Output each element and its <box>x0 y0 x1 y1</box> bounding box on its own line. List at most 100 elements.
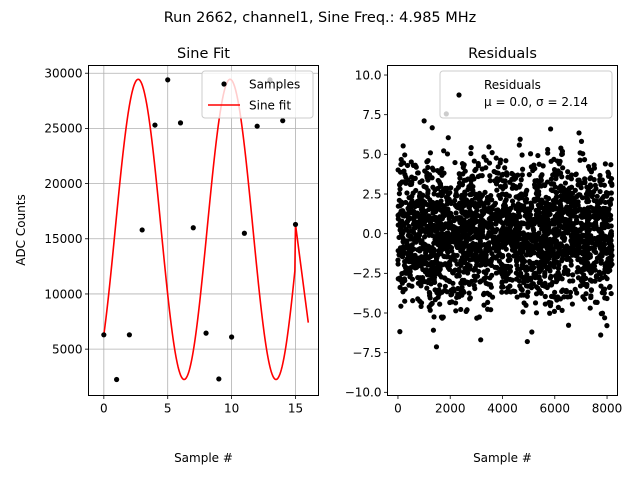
residual-point <box>577 256 583 262</box>
residual-point <box>558 145 564 151</box>
residual-point <box>580 275 586 281</box>
residual-point <box>585 163 592 170</box>
residual-point <box>531 216 537 222</box>
residual-point <box>576 248 583 254</box>
residual-point <box>550 197 556 204</box>
sample-point <box>216 376 222 382</box>
residual-point <box>402 258 408 265</box>
residual-point <box>547 303 554 309</box>
residual-point <box>493 207 500 213</box>
residual-point <box>424 159 430 165</box>
residual-point <box>554 241 560 247</box>
residual-point <box>478 278 484 284</box>
residual-point <box>481 269 487 275</box>
residual-point <box>547 268 553 274</box>
residual-point <box>465 243 471 250</box>
residual-point <box>402 152 408 158</box>
residual-point <box>607 245 613 251</box>
residual-point <box>464 263 471 269</box>
sample-point <box>254 123 260 129</box>
residual-point <box>406 217 412 223</box>
sine-fit-title: Sine Fit <box>177 46 230 62</box>
sample-point <box>203 330 209 336</box>
residual-point <box>597 188 603 195</box>
residual-point <box>525 214 531 220</box>
x-tick-label: 15 <box>288 402 303 416</box>
residual-point <box>486 229 492 236</box>
residual-point <box>536 189 542 195</box>
residual-point <box>574 194 580 200</box>
residual-point <box>509 277 515 283</box>
residual-point <box>492 236 498 242</box>
residual-point <box>479 227 485 233</box>
residual-point <box>471 246 477 252</box>
y-tick-label: 15000 <box>44 232 82 246</box>
residual-point <box>404 245 410 251</box>
residual-point <box>409 276 416 282</box>
sample-point <box>177 120 184 126</box>
residual-point <box>515 243 522 249</box>
residual-point <box>496 258 503 264</box>
residual-point <box>442 283 448 289</box>
residual-point <box>425 164 431 171</box>
residual-point <box>598 332 604 338</box>
residual-point <box>417 179 423 185</box>
residual-point <box>395 257 401 263</box>
residual-point <box>559 174 565 180</box>
residual-point <box>513 276 520 282</box>
residual-point <box>548 282 555 288</box>
residual-point <box>503 274 509 280</box>
residual-point <box>400 143 406 149</box>
residual-point <box>470 240 476 247</box>
residual-point <box>512 184 519 190</box>
residual-point <box>415 219 421 225</box>
residual-point <box>513 235 520 241</box>
residual-point <box>427 307 433 313</box>
residual-point <box>428 301 434 308</box>
residual-point <box>491 244 497 251</box>
residual-point <box>587 277 593 283</box>
residual-point <box>453 300 459 306</box>
residual-point <box>408 159 414 165</box>
residual-point <box>435 201 441 207</box>
residual-point <box>411 264 417 270</box>
residual-point <box>554 211 561 218</box>
residual-point <box>488 307 494 313</box>
residual-point <box>605 173 612 179</box>
residual-point <box>556 247 562 253</box>
residual-point <box>604 276 610 282</box>
x-tick-label: 10 <box>224 402 239 416</box>
residual-point <box>567 289 574 295</box>
residual-point <box>504 238 510 245</box>
residual-point <box>482 189 488 195</box>
legend-samples-marker <box>221 81 227 87</box>
residual-point <box>550 247 556 254</box>
residual-point <box>528 233 535 240</box>
residual-point <box>573 226 579 232</box>
residual-point <box>421 234 428 240</box>
residual-point <box>565 169 571 175</box>
residual-point <box>517 136 523 142</box>
residual-point <box>595 212 601 218</box>
residual-point <box>447 199 453 205</box>
residual-point <box>488 284 494 290</box>
x-tick-label: 6000 <box>539 402 570 416</box>
residual-point <box>514 294 520 300</box>
residual-point <box>444 207 450 213</box>
residual-point <box>454 216 460 222</box>
residual-point <box>511 231 517 237</box>
residual-point <box>484 197 490 203</box>
residual-point <box>500 244 506 250</box>
residual-point <box>564 243 570 249</box>
residual-point <box>492 229 498 235</box>
residual-point <box>495 164 501 170</box>
figure-suptitle: Run 2662, channel1, Sine Freq.: 4.985 MH… <box>164 10 477 26</box>
residual-point <box>562 264 568 270</box>
residual-point <box>568 176 575 182</box>
residual-point <box>591 162 597 168</box>
sample-point <box>241 230 247 236</box>
legend-residuals-stats: μ = 0.0, σ = 2.14 <box>484 95 588 109</box>
residual-point <box>568 238 574 244</box>
residual-point <box>601 216 607 222</box>
residual-point <box>517 224 523 230</box>
